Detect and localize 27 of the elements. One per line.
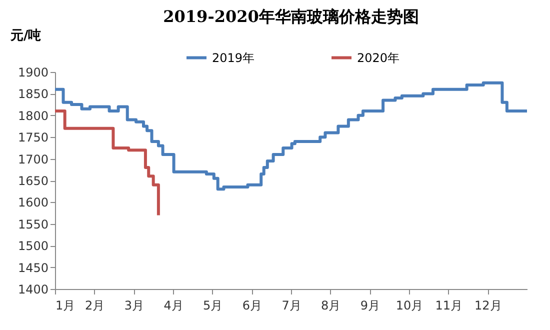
y-tick-label: 1450 [18,260,48,275]
y-tick-label: 1400 [18,282,48,296]
y-tick-label: 1600 [18,196,48,210]
y-tick-label: 1850 [18,87,48,102]
x-tick-label: 6月 [242,298,262,312]
y-tick-label: 1750 [18,130,48,145]
y-tick-label: 1500 [18,239,48,254]
x-tick-label: 4月 [164,298,184,312]
legend-label: 2019年 [212,50,255,65]
y-axis-title: 元/吨 [10,28,42,44]
x-tick-label: 3月 [124,298,144,312]
x-tick-label: 11月 [435,298,462,312]
x-tick-label: 12月 [474,298,502,312]
chart-title: 2019-2020年华南玻璃价格走势图 [163,7,419,26]
y-tick-label: 1800 [18,108,48,123]
x-tick-label: 7月 [282,298,302,312]
y-tick-label: 1700 [18,152,48,166]
x-tick-label: 10月 [396,298,424,312]
y-tick-label: 1650 [18,174,48,188]
x-tick-label: 1月 [56,298,76,312]
legend-label: 2020年 [357,50,400,65]
x-tick-label: 2月 [85,298,105,312]
y-tick-label: 1550 [18,217,48,232]
y-tick-label: 1900 [18,66,48,80]
x-tick-label: 5月 [203,298,223,312]
x-tick-label: 8月 [321,298,341,312]
x-tick-label: 9月 [360,298,380,312]
